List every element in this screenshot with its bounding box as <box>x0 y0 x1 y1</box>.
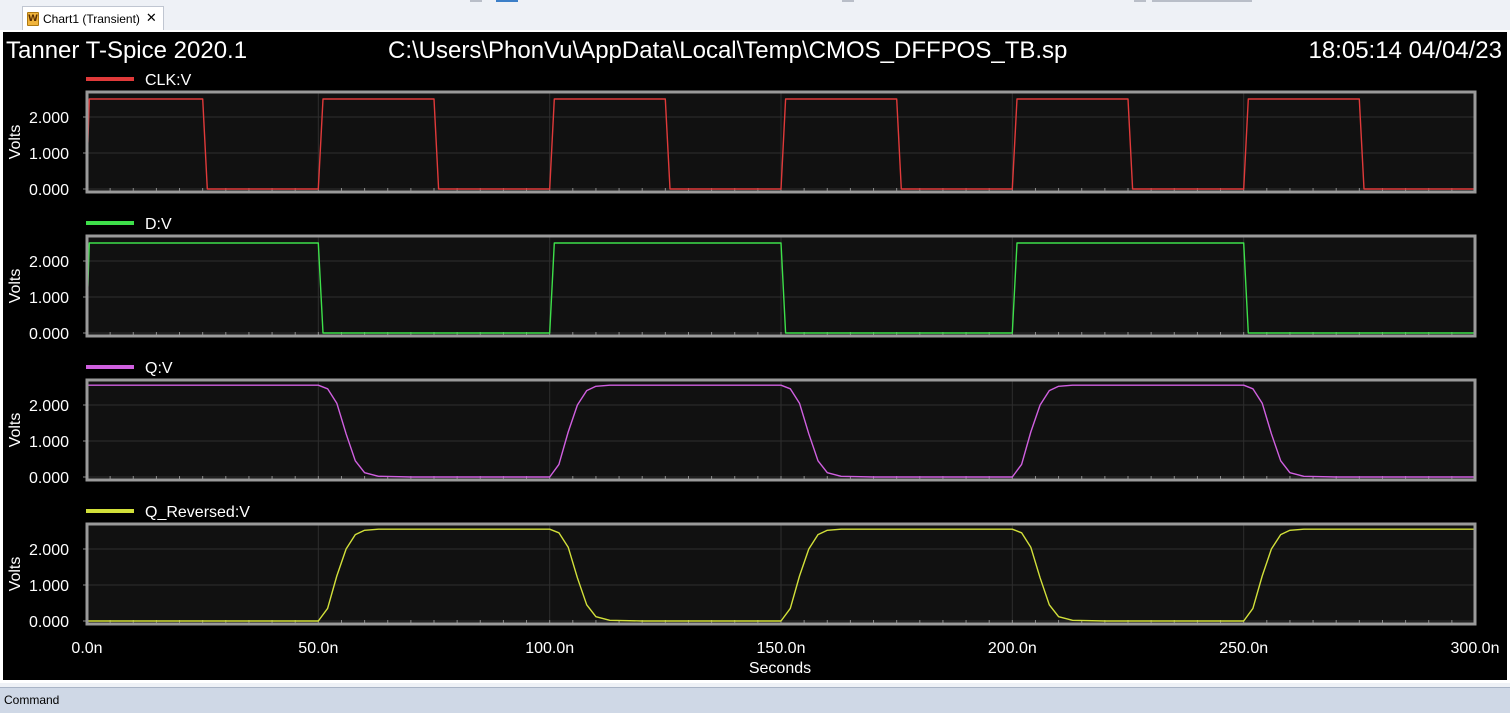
legend-label: Q:V <box>145 360 173 377</box>
document-tab-bar: W Chart1 (Transient) ✕ <box>0 0 1510 30</box>
chart-panel: CLK:V 0.000 1.000 2.000 Volts <box>7 72 1477 199</box>
waveform-svg[interactable]: Tanner T-Spice 2020.1 C:\Users\PhonVu\Ap… <box>3 32 1507 680</box>
command-bar[interactable]: Command <box>0 687 1510 713</box>
toolbar-edge <box>496 0 518 2</box>
header-file-path: C:\Users\PhonVu\AppData\Local\Temp\CMOS_… <box>388 37 1067 64</box>
command-label: Command <box>4 693 60 707</box>
x-tick-label: 300.0n <box>1451 640 1500 657</box>
legend-label: CLK:V <box>145 72 192 89</box>
plot-frame <box>85 378 1477 482</box>
series-line <box>86 98 1475 190</box>
chart-panel: D:V 0.000 1.000 2.000 Volts <box>7 216 1477 343</box>
waveform-chart[interactable]: Tanner T-Spice 2020.1 C:\Users\PhonVu\Ap… <box>3 32 1507 680</box>
y-tick-label: 2.000 <box>29 254 69 271</box>
x-tick-label: 0.0n <box>71 640 102 657</box>
x-axis: 0.0n 50.0n 100.0n 150.0n 200.0n 250.0n 300.0n <box>71 640 1499 657</box>
y-tick-label: 1.000 <box>29 434 69 451</box>
y-tick-label: 2.000 <box>29 110 69 127</box>
y-tick-label: 2.000 <box>29 542 69 559</box>
series-line <box>87 528 1475 622</box>
y-tick-label: 2.000 <box>29 398 69 415</box>
x-tick-label: 50.0n <box>298 640 338 657</box>
chart-panels: CLK:V 0.000 1.000 2.000 Volts D:V 0.000 1.000 2.… <box>7 72 1477 631</box>
y-tick-label: 1.000 <box>29 146 69 163</box>
x-tick-label: 150.0n <box>757 640 806 657</box>
y-axis-label: Volts <box>7 413 24 448</box>
waveform-file-icon: W <box>27 11 39 26</box>
y-tick-label: 0.000 <box>29 182 69 199</box>
x-axis-label: Seconds <box>749 660 811 677</box>
toolbar-edge <box>842 0 854 2</box>
legend-label: D:V <box>145 216 172 233</box>
y-tick-label: 0.000 <box>29 614 69 631</box>
toolbar-edge <box>1134 0 1146 2</box>
y-tick-label: 0.000 <box>29 470 69 487</box>
y-axis-label: Volts <box>7 125 24 160</box>
plot-frame <box>85 234 1477 338</box>
divider <box>0 683 1510 687</box>
chart-panel: Q_Reversed:V 0.000 1.000 2.000 Volts <box>7 504 1477 631</box>
series-line <box>86 242 1475 334</box>
chart-panel: Q:V 0.000 1.000 2.000 Volts <box>7 360 1477 487</box>
tab-chart1[interactable]: W Chart1 (Transient) ✕ <box>22 6 164 30</box>
series-line <box>87 384 1475 478</box>
x-tick-label: 250.0n <box>1219 640 1268 657</box>
toolbar-edge <box>470 0 482 2</box>
toolbar-edge <box>1152 0 1252 2</box>
plot-frame <box>85 522 1477 626</box>
legend-label: Q_Reversed:V <box>145 504 250 521</box>
y-tick-label: 1.000 <box>29 290 69 307</box>
y-tick-label: 1.000 <box>29 578 69 595</box>
plot-frame <box>85 90 1477 194</box>
y-axis-label: Volts <box>7 557 24 592</box>
x-tick-label: 100.0n <box>525 640 574 657</box>
close-icon[interactable]: ✕ <box>145 11 157 26</box>
tab-label: Chart1 (Transient) <box>43 11 140 26</box>
header-timestamp: 18:05:14 04/04/23 <box>1308 37 1502 64</box>
y-axis-label: Volts <box>7 269 24 304</box>
y-tick-label: 0.000 <box>29 326 69 343</box>
header-app-name: Tanner T-Spice 2020.1 <box>6 37 247 64</box>
x-tick-label: 200.0n <box>988 640 1037 657</box>
chart-window: Tanner T-Spice 2020.1 C:\Users\PhonVu\Ap… <box>0 30 1510 683</box>
